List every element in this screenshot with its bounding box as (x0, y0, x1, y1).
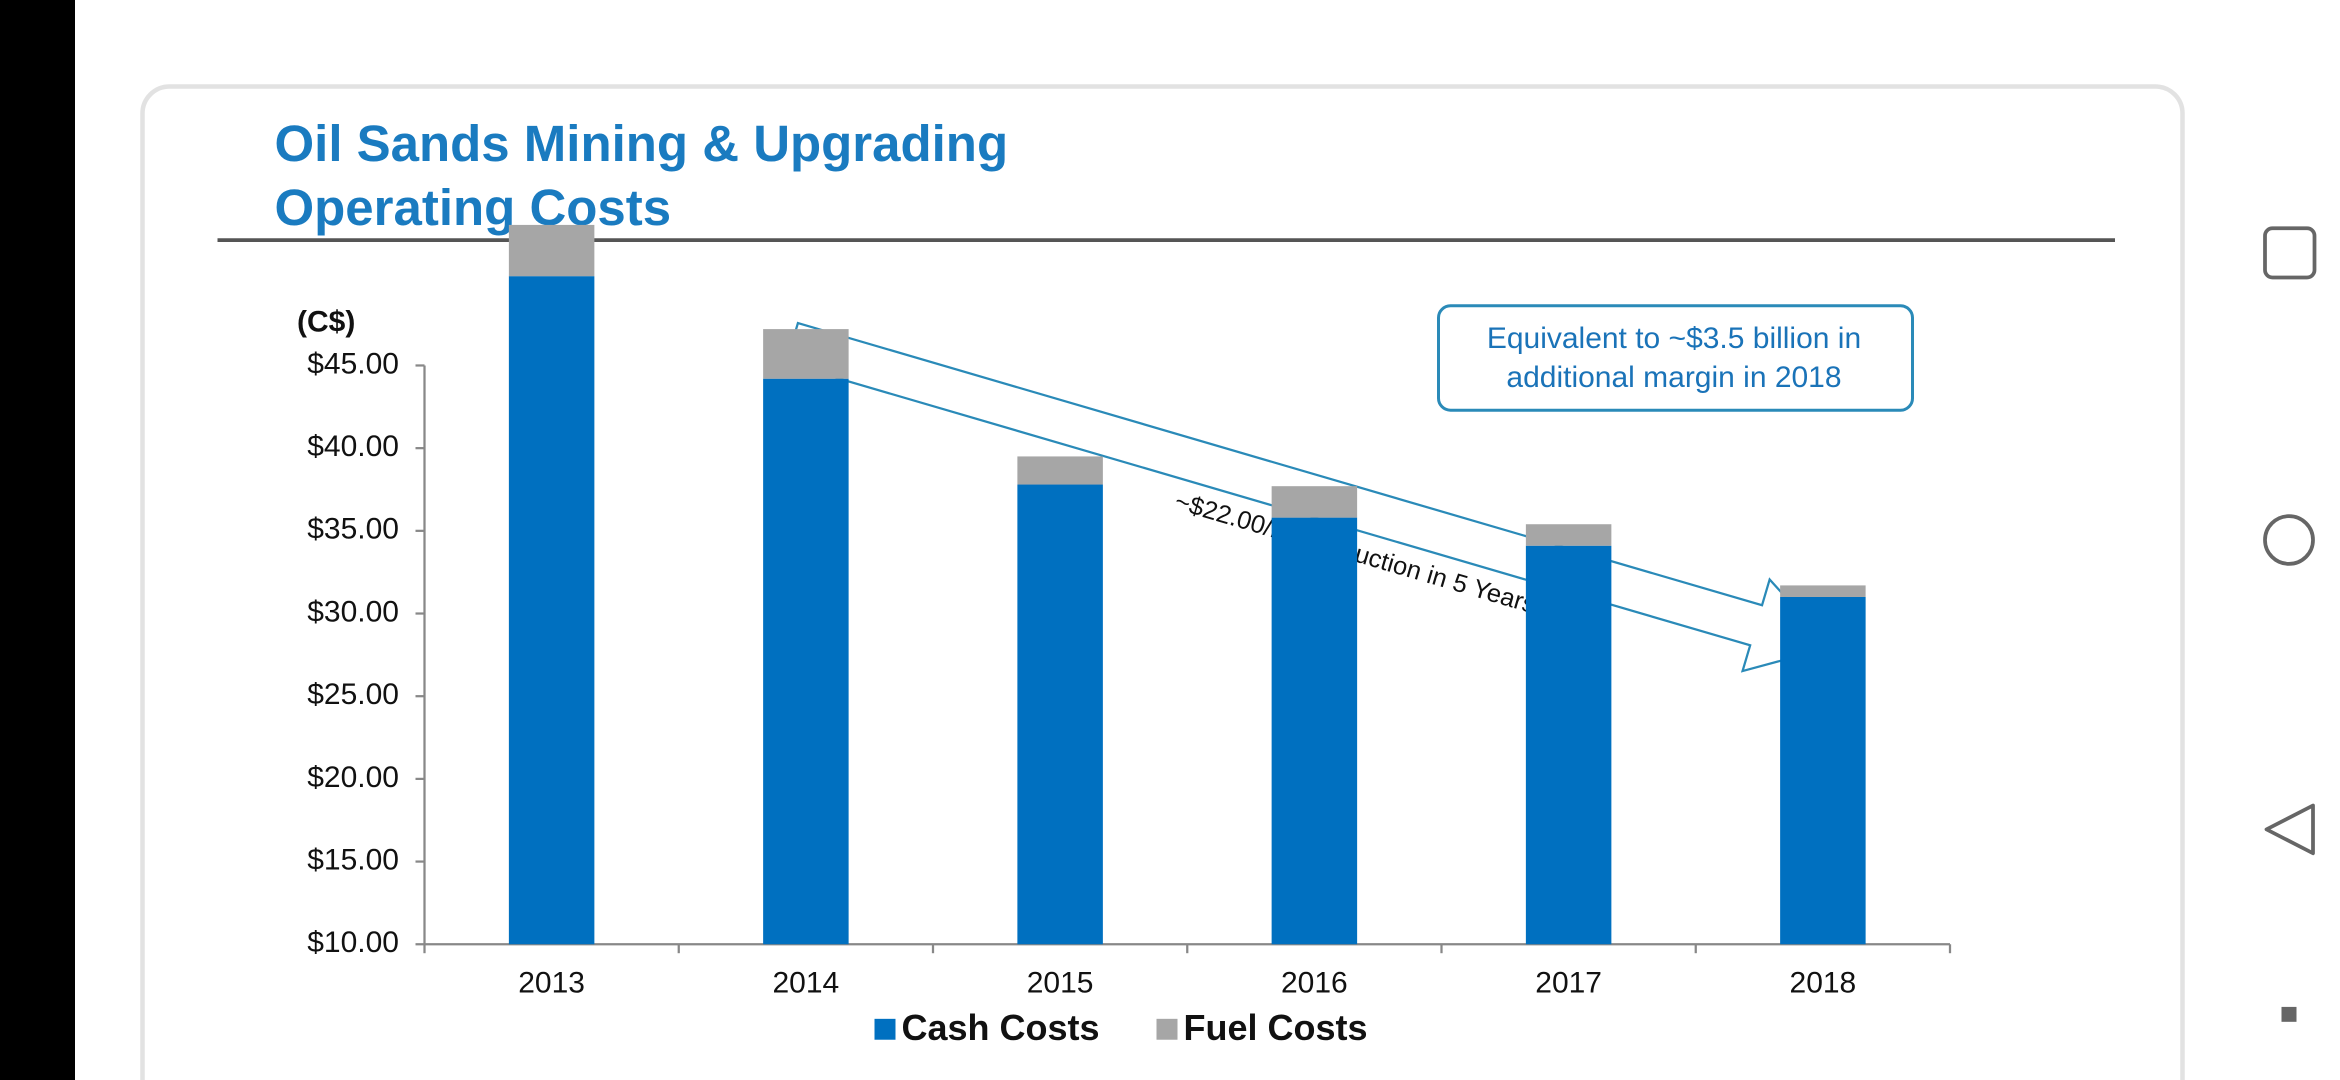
left-edge (0, 0, 75, 1080)
bar-segment (1525, 524, 1612, 546)
bar-segment (1271, 517, 1358, 945)
box-annotation: Equivalent to ~$3.5 billion in (1487, 322, 1861, 355)
legend-swatch (1156, 1018, 1178, 1040)
bar-segment (1271, 486, 1358, 518)
bar-segment (1780, 585, 1866, 597)
bar-segment (508, 276, 595, 945)
y-tick-label: $25.00 (307, 678, 399, 711)
x-tick-label: 2016 (1281, 966, 1348, 999)
y-tick-label: $35.00 (307, 513, 399, 546)
bar-segment (1017, 484, 1103, 945)
home-button[interactable] (2263, 514, 2315, 566)
bar-segment (1525, 545, 1612, 945)
y-unit-label: (C$) (297, 306, 355, 339)
x-tick-label: 2013 (518, 966, 585, 999)
y-tick-label: $30.00 (307, 595, 399, 628)
menu-button[interactable] (2281, 1006, 2297, 1022)
bar-segment (1780, 596, 1866, 945)
y-tick-label: $45.00 (307, 347, 399, 380)
x-tick-label: 2014 (773, 966, 840, 999)
bar-segment (763, 329, 849, 379)
x-tick-label: 2015 (1027, 966, 1094, 999)
back-button[interactable] (2264, 803, 2315, 856)
y-tick-label: $20.00 (307, 761, 399, 794)
box-annotation: additional margin in 2018 (1506, 361, 1841, 394)
bar-segment (1017, 456, 1103, 485)
chart-title: Oil Sands Mining & Upgrading (275, 115, 1009, 172)
legend-label: Fuel Costs (1184, 1008, 1368, 1048)
y-tick-label: $40.00 (307, 430, 399, 463)
legend-swatch (874, 1018, 896, 1040)
annotation-box (1437, 304, 1914, 412)
x-tick-label: 2017 (1535, 966, 1602, 999)
chart-title: Operating Costs (275, 179, 672, 236)
bar-segment (508, 224, 595, 277)
bar-segment (763, 378, 849, 945)
recents-button[interactable] (2263, 226, 2317, 280)
x-tick-label: 2018 (1790, 966, 1857, 999)
legend-label: Cash Costs (902, 1008, 1100, 1048)
y-tick-label: $15.00 (307, 844, 399, 877)
y-tick-label: $10.00 (307, 926, 399, 959)
